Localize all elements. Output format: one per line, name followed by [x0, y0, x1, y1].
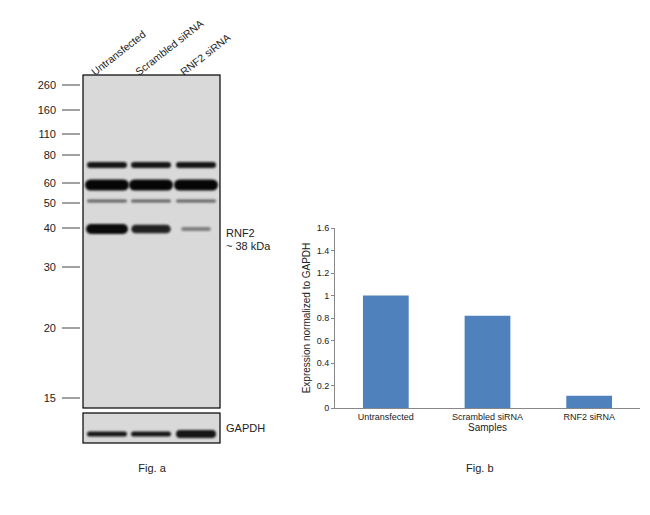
svg-text:0: 0	[324, 403, 329, 413]
svg-text:80: 80	[44, 149, 56, 161]
svg-text:110: 110	[38, 128, 56, 140]
svg-text:Expression normalized to GAPDH: Expression normalized to GAPDH	[301, 243, 312, 394]
svg-text:Fig. a: Fig. a	[138, 462, 166, 474]
svg-text:50: 50	[44, 197, 56, 209]
svg-text:0.6: 0.6	[317, 336, 330, 346]
svg-text:15: 15	[44, 392, 56, 404]
svg-text:1.6: 1.6	[317, 223, 330, 233]
svg-text:0.8: 0.8	[317, 313, 330, 323]
svg-text:Scrambled siRNA: Scrambled siRNA	[452, 412, 523, 422]
svg-text:260: 260	[38, 79, 56, 91]
svg-text:RNF2: RNF2	[226, 227, 255, 239]
svg-text:GAPDH: GAPDH	[226, 422, 265, 434]
svg-text:1.4: 1.4	[317, 246, 330, 256]
svg-text:1: 1	[324, 291, 329, 301]
svg-text:30: 30	[44, 261, 56, 273]
svg-text:Samples: Samples	[468, 422, 507, 433]
svg-text:0.4: 0.4	[317, 358, 330, 368]
svg-text:Untransfected: Untransfected	[88, 27, 148, 78]
svg-text:0.2: 0.2	[317, 381, 330, 391]
svg-text:40: 40	[44, 222, 56, 234]
svg-text:RNF2 siRNA: RNF2 siRNA	[563, 412, 615, 422]
svg-text:160: 160	[38, 104, 56, 116]
html-text:Fig. b: Fig. b	[466, 462, 494, 474]
svg-text:Scrambled siRNA: Scrambled siRNA	[132, 17, 206, 78]
svg-text:60: 60	[44, 177, 56, 189]
svg-text:20: 20	[44, 322, 56, 334]
svg-text:Untransfected: Untransfected	[358, 412, 414, 422]
svg-text:~ 38 kDa: ~ 38 kDa	[226, 240, 271, 252]
svg-text:RNF2 siRNA: RNF2 siRNA	[178, 31, 233, 77]
svg-text:1.2: 1.2	[317, 268, 330, 278]
